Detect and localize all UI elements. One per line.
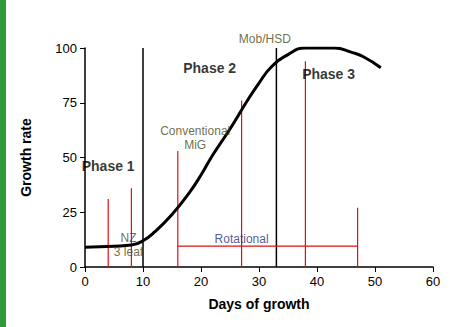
svg-text:Rotational: Rotational — [215, 232, 269, 246]
svg-text:Phase 3: Phase 3 — [302, 66, 355, 82]
svg-text:50: 50 — [63, 150, 77, 165]
svg-text:Days of growth: Days of growth — [208, 296, 309, 312]
svg-text:NZ: NZ — [121, 231, 137, 245]
svg-text:Phase 1: Phase 1 — [82, 158, 135, 174]
svg-text:25: 25 — [63, 205, 77, 220]
svg-text:0: 0 — [70, 260, 77, 275]
svg-text:Conventional: Conventional — [160, 124, 230, 138]
svg-text:50: 50 — [368, 274, 382, 289]
svg-text:Phase 2: Phase 2 — [183, 60, 236, 76]
svg-text:60: 60 — [426, 274, 440, 289]
svg-text:3 leaf: 3 leaf — [114, 245, 144, 259]
svg-text:10: 10 — [136, 274, 150, 289]
svg-text:75: 75 — [63, 95, 77, 110]
svg-text:0: 0 — [81, 274, 88, 289]
svg-text:40: 40 — [310, 274, 324, 289]
svg-text:20: 20 — [194, 274, 208, 289]
svg-text:Growth rate: Growth rate — [18, 118, 34, 197]
svg-text:100: 100 — [55, 41, 77, 56]
svg-text:Mob/HSD: Mob/HSD — [239, 32, 291, 46]
svg-text:30: 30 — [252, 274, 266, 289]
svg-text:MiG: MiG — [184, 138, 206, 152]
